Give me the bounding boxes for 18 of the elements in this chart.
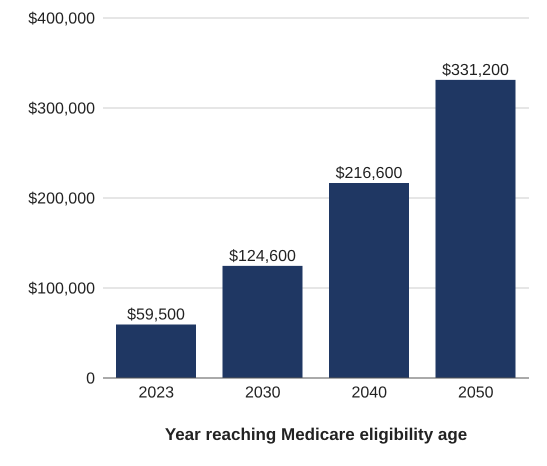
y-tick-label: $400,000 <box>28 10 96 28</box>
x-tick-label: 2023 <box>138 384 174 402</box>
y-tick-label: $100,000 <box>28 280 96 298</box>
bar <box>116 324 196 378</box>
data-label: $216,600 <box>336 165 402 182</box>
y-tick-label: 0 <box>86 370 96 388</box>
x-tick-label: 2030 <box>244 384 281 402</box>
bar <box>329 183 409 378</box>
y-tick-label: $200,000 <box>28 190 96 208</box>
x-tick-label: 2040 <box>351 384 388 402</box>
y-tick-label: $300,000 <box>28 100 96 118</box>
x-tick-label: 2050 <box>458 384 494 402</box>
data-label: $331,200 <box>442 62 509 79</box>
data-label: $124,600 <box>229 248 296 265</box>
data-label: $59,500 <box>127 306 186 324</box>
bar <box>222 266 302 378</box>
bar <box>436 80 516 378</box>
x-axis-title: Year reaching Medicare eligibility age <box>164 425 468 444</box>
